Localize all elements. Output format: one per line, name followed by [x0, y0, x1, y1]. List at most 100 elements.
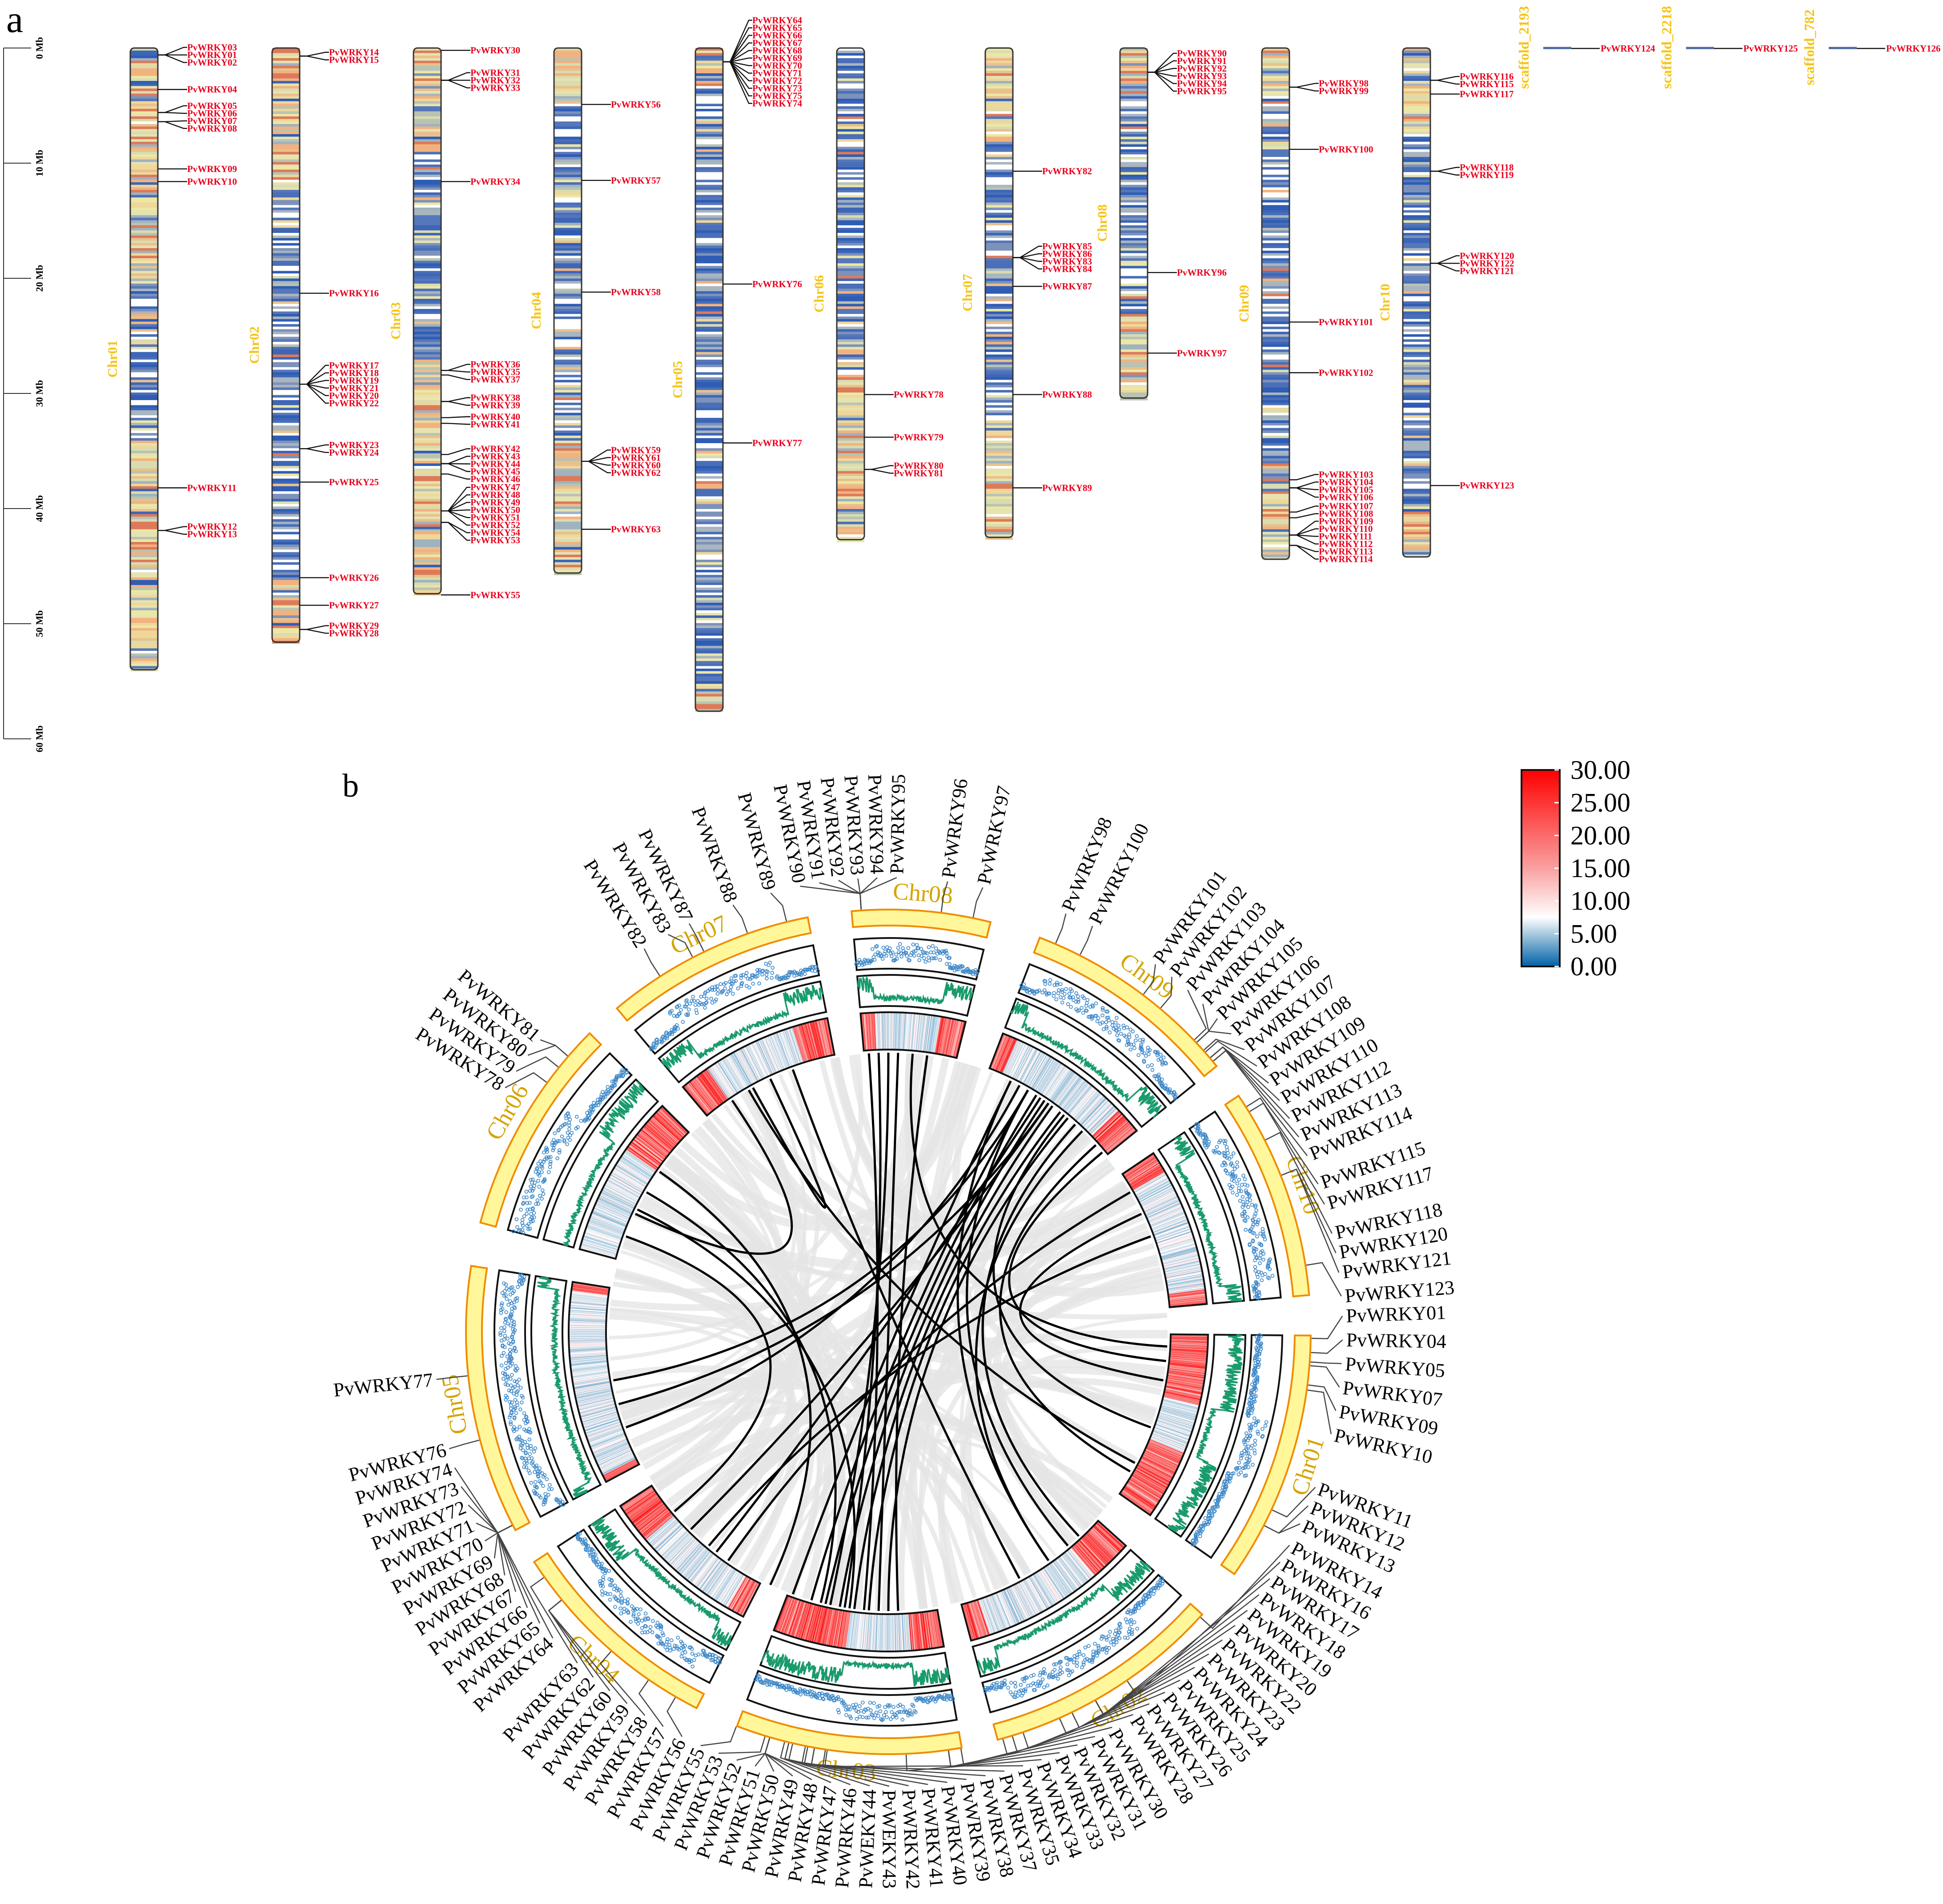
density-band: [1403, 484, 1430, 487]
heatmap-cell: [1036, 1573, 1055, 1604]
scatter-dot: [1083, 1645, 1088, 1650]
density-band: [272, 425, 300, 429]
density-band: [695, 593, 723, 596]
density-band: [272, 202, 300, 205]
density-band: [554, 152, 582, 155]
density-band: [695, 139, 723, 142]
density-band: [1262, 456, 1289, 459]
density-band: [695, 316, 723, 320]
density-band: [1403, 493, 1430, 497]
density-band: [1403, 184, 1430, 188]
gene-label: PvWRKY92: [1177, 63, 1227, 74]
scatter-dot: [889, 1717, 893, 1721]
density-band: [130, 435, 158, 439]
heatmap-cell: [1122, 1491, 1152, 1512]
density-band: [695, 144, 723, 147]
density-band: [554, 352, 582, 355]
density-band: [413, 215, 441, 218]
gene-connector: [441, 448, 470, 455]
density-band: [837, 526, 864, 530]
density-band: [554, 56, 582, 59]
heatmap-cell: [1046, 1567, 1067, 1597]
density-band: [837, 461, 864, 464]
density-band: [985, 420, 1013, 423]
density-band: [272, 205, 300, 208]
density-band: [130, 301, 158, 305]
density-band: [130, 486, 158, 489]
density-band: [272, 352, 300, 355]
density-band: [695, 263, 723, 266]
chromosome-outline: [695, 47, 724, 712]
density-band: [837, 228, 864, 231]
gene-label: PvWRKY46: [470, 474, 520, 485]
density-band: [272, 182, 300, 185]
density-band: [1403, 217, 1430, 221]
density-band: [837, 433, 864, 436]
density-band: [985, 339, 1013, 342]
density-band: [1262, 73, 1289, 76]
density-band: [695, 83, 723, 87]
density-band: [130, 316, 158, 320]
heatmap-cell: [1064, 1553, 1087, 1582]
gene-label: PvWRKY23: [329, 440, 379, 450]
gene-label: PvWRKY64: [752, 15, 802, 26]
heatmap-cell: [1072, 1546, 1096, 1574]
density-band: [554, 400, 582, 403]
chromosome-chr09: Chr09PvWRKY98PvWRKY99PvWRKY100PvWRKY101P…: [1236, 47, 1373, 565]
gene-connector: [1430, 170, 1460, 176]
density-band: [985, 463, 1013, 466]
density-band: [1262, 329, 1289, 332]
density-band: [130, 339, 158, 342]
density-band: [985, 149, 1013, 152]
density-band: [130, 395, 158, 398]
density-band: [554, 278, 582, 281]
density-band: [554, 98, 582, 102]
density-band: [272, 458, 300, 461]
density-band: [695, 261, 723, 264]
density-band: [1262, 453, 1289, 456]
density-band: [985, 106, 1013, 109]
density-band: [1403, 372, 1430, 375]
density-band: [554, 187, 582, 190]
gene-connector: [582, 457, 611, 462]
density-band: [130, 580, 158, 583]
density-band: [554, 339, 582, 342]
density-band: [1120, 169, 1148, 172]
density-band: [413, 354, 441, 357]
heatmap-cell: [1054, 1561, 1076, 1590]
density-band: [695, 311, 723, 314]
density-band: [554, 387, 582, 390]
heatmap-cell: [1056, 1559, 1078, 1589]
density-band: [837, 420, 864, 423]
density-band: [130, 344, 158, 347]
density-band: [272, 119, 300, 122]
density-band: [1262, 395, 1289, 398]
density-band: [1403, 152, 1430, 155]
density-band: [130, 235, 158, 238]
heatmap-cell: [1041, 1570, 1061, 1601]
density-band: [130, 517, 158, 520]
density-band: [837, 250, 864, 254]
density-band: [1120, 263, 1148, 266]
density-band: [1120, 76, 1148, 79]
density-band: [837, 101, 864, 104]
density-band: [1262, 357, 1289, 360]
density-band: [837, 215, 864, 218]
density-band: [130, 56, 158, 59]
gene-label: PvWRKY05: [187, 100, 237, 111]
density-band: [413, 192, 441, 196]
density-band: [1403, 448, 1430, 451]
heatmap-cell: [1043, 1568, 1064, 1599]
density-band: [1262, 202, 1289, 205]
density-band: [695, 496, 723, 499]
density-band: [1262, 314, 1289, 317]
density-band: [985, 241, 1013, 244]
gene-label: PvWRKY103: [1319, 469, 1373, 480]
scatter-dot: [1118, 1622, 1122, 1626]
background-link: [622, 1237, 847, 1607]
density-band: [1403, 238, 1430, 241]
scatter-dot: [1244, 1451, 1249, 1456]
gene-connector: [1289, 513, 1319, 518]
density-band: [837, 223, 864, 226]
density-band: [837, 387, 864, 390]
